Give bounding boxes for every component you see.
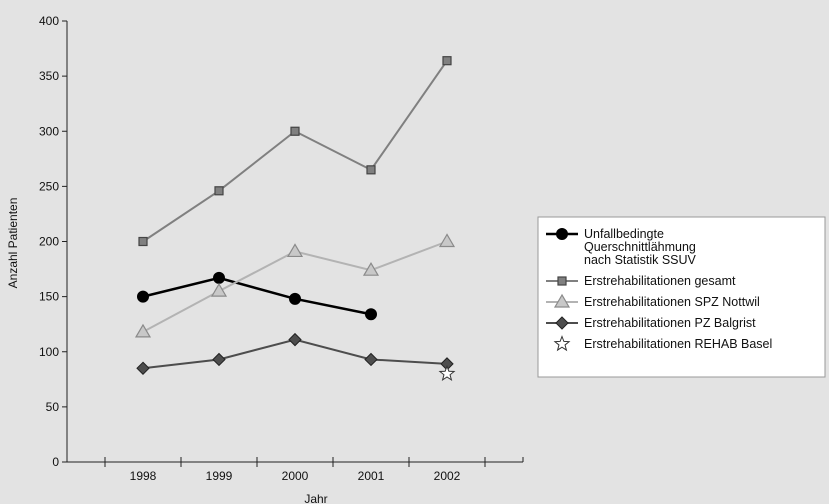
data-point-series-1 <box>138 236 148 247</box>
data-point-series-3 <box>364 352 378 367</box>
x-tick-label: 2002 <box>434 469 461 483</box>
x-tick-label: 2001 <box>358 469 385 483</box>
data-point-series-0 <box>137 290 149 303</box>
x-tick-label: 2000 <box>282 469 309 483</box>
x-axis-title: Jahr <box>304 492 327 504</box>
y-axis-title: Anzahl Patienten <box>6 198 20 289</box>
y-tick-label: 100 <box>39 345 59 359</box>
y-tick-label: 400 <box>39 14 59 28</box>
data-point-series-2 <box>286 243 304 258</box>
y-tick-label: 300 <box>39 124 59 138</box>
series-line-1 <box>142 60 448 243</box>
data-point-series-0 <box>289 292 301 305</box>
data-point-series-3 <box>288 332 302 347</box>
y-tick-label: 200 <box>39 235 59 249</box>
data-point-series-3 <box>212 352 226 367</box>
legend-label-2: Erstrehabilitationen SPZ Nottwil <box>584 295 760 309</box>
data-point-series-1 <box>290 126 300 136</box>
legend-label-0: nach Statistik SSUV <box>584 253 697 267</box>
legend-label-0: Unfallbedingte <box>584 227 664 241</box>
y-tick-label: 50 <box>46 400 60 414</box>
legend-box <box>537 216 826 378</box>
series-line-0 <box>142 276 372 316</box>
y-tick-label: 0 <box>52 455 59 469</box>
data-point-series-0 <box>365 308 377 321</box>
series-markers <box>134 56 456 382</box>
legend-label-3: Erstrehabilitationen PZ Balgrist <box>584 316 756 330</box>
y-tick-labels: 0 50 100 150 200 250 300 350 400 <box>39 14 59 469</box>
data-point-series-2 <box>134 323 152 338</box>
y-tick-label: 150 <box>39 290 59 304</box>
legend-swatch-marker-3 <box>555 316 569 330</box>
data-point-series-2 <box>362 261 380 276</box>
x-tick-labels: 1998 1999 2000 2001 2002 <box>130 469 461 483</box>
legend-swatch-marker-0 <box>556 228 568 240</box>
legend-swatch-marker-1 <box>557 276 567 286</box>
data-point-series-2 <box>438 233 456 248</box>
x-tick-label: 1998 <box>130 469 157 483</box>
legend-label-1: Erstrehabilitationen gesamt <box>584 274 736 288</box>
data-point-series-1 <box>442 56 452 66</box>
data-point-series-3 <box>136 361 150 375</box>
data-point-series-1 <box>214 186 224 196</box>
axes <box>62 20 524 467</box>
data-point-series-2 <box>210 282 228 297</box>
legend-swatch-marker-2 <box>553 293 571 308</box>
legend-label-4: Erstrehabilitationen REHAB Basel <box>584 337 772 351</box>
x-tick-label: 1999 <box>206 469 233 483</box>
legend-label-0: Querschnittlähmung <box>584 240 696 254</box>
y-tick-label: 350 <box>39 69 59 83</box>
data-point-series-1 <box>366 165 376 175</box>
data-point-series-0 <box>213 271 225 284</box>
y-tick-label: 250 <box>39 179 59 193</box>
series-lines <box>142 60 448 370</box>
data-point-series-4 <box>438 364 456 382</box>
legend-swatch-marker-4 <box>553 335 571 352</box>
